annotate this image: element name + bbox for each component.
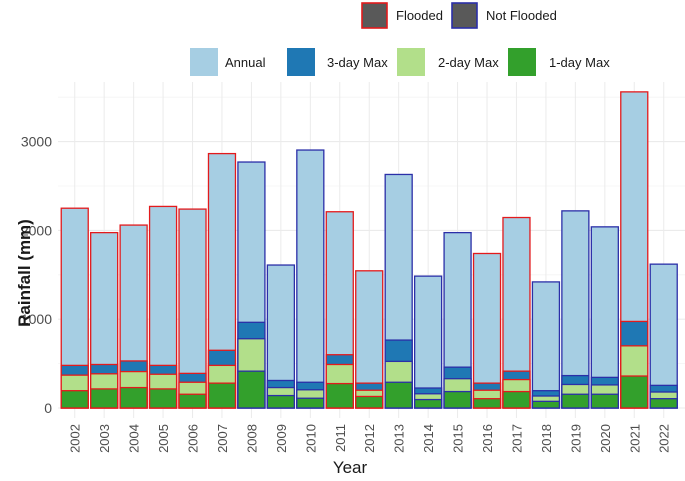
legend-rainfall-type: Annual 3-day Max 2-day Max 1-day Max	[190, 48, 610, 76]
bar-1-day-max-2018	[531, 400, 561, 409]
x-tick-label: 2007	[215, 424, 230, 453]
x-tick-label: 2003	[97, 424, 112, 453]
legend-key-3-day-max	[287, 48, 315, 76]
y-tick-labels: 0 1000 2000 3000	[21, 134, 52, 416]
bar-1-day-max-2021	[620, 375, 649, 409]
y-axis-title: Rainfall (mm)	[15, 219, 34, 327]
legend-label: Annual	[225, 55, 266, 70]
bar-1-day-max-2012	[355, 395, 384, 409]
bar-1-day-max-2008	[237, 370, 266, 409]
x-tick-label: 2009	[274, 424, 289, 453]
legend-label: 1-day Max	[549, 55, 610, 70]
x-tick-label: 2022	[657, 424, 672, 453]
legend-key-2-day-max	[397, 48, 425, 76]
legend-label: Flooded	[396, 8, 443, 23]
bar-1-day-max-2015	[443, 390, 472, 409]
bar-1-day-max-2014	[413, 398, 443, 409]
x-tick-label: 2005	[156, 424, 171, 453]
bar-1-day-max-2007	[207, 382, 237, 409]
bar-1-day-max-2005	[148, 388, 178, 409]
legend-flood-status: Flooded Not Flooded	[361, 2, 557, 29]
bar-1-day-max-2004	[119, 386, 148, 409]
bar-1-day-max-2020	[590, 393, 619, 409]
bar-1-day-max-2011	[325, 382, 354, 409]
x-tick-label: 2006	[186, 424, 201, 453]
y-tick-label: 1000	[21, 311, 52, 327]
x-tick-label: 2021	[627, 424, 642, 453]
y-tick-label: 0	[44, 400, 52, 416]
bar-1-day-max-2010	[296, 397, 325, 409]
bar-1-day-max-2013	[384, 381, 413, 409]
bar-annual-2022	[649, 263, 678, 409]
bar-1-day-max-2003	[90, 388, 119, 409]
x-tick-labels: 2002 2003 2004 2005 2006 2007 2008 2009 2010 2011…	[68, 424, 672, 453]
x-tick-label: 2014	[421, 424, 436, 453]
legend-key-not-flooded	[451, 2, 478, 29]
bar-1-day-max-2019	[561, 393, 590, 409]
legend-label: 2-day Max	[438, 55, 499, 70]
x-tick-label: 2004	[127, 424, 142, 453]
y-tick-label: 3000	[21, 134, 52, 150]
bar-annual-2016	[472, 252, 502, 409]
x-tick-label: 2012	[362, 424, 377, 453]
y-tick-label: 2000	[21, 222, 52, 238]
x-tick-label: 2020	[598, 424, 613, 453]
bar-1-day-max-2022	[649, 398, 678, 409]
x-tick-label: 2013	[392, 424, 407, 453]
x-axis-title: Year	[333, 458, 368, 477]
legend-label: Not Flooded	[486, 8, 557, 23]
x-tick-label: 2002	[68, 424, 83, 453]
bar-annual-2018	[531, 281, 561, 409]
x-tick-label: 2017	[509, 424, 524, 453]
x-tick-label: 2008	[244, 424, 259, 453]
legend-key-flooded	[361, 2, 388, 29]
x-tick-label: 2016	[480, 424, 495, 453]
bar-1-day-max-2016	[472, 398, 502, 409]
bar-1-day-max-2002	[60, 390, 89, 409]
legend-label: 3-day Max	[327, 55, 388, 70]
bar-1-day-max-2006	[178, 393, 207, 409]
x-tick-label: 2011	[333, 424, 348, 452]
bar-1-day-max-2009	[266, 394, 296, 409]
x-tick-label: 2019	[568, 424, 583, 453]
legend-key-1-day-max	[508, 48, 536, 76]
x-tick-label: 2018	[539, 424, 554, 453]
x-tick-label: 2015	[451, 424, 466, 453]
legend-key-annual	[190, 48, 218, 76]
bar-annual-2010	[296, 149, 325, 409]
bar-annual-2014	[413, 275, 443, 409]
bars	[60, 91, 678, 409]
bar-1-day-max-2017	[502, 390, 531, 409]
x-tick-label: 2010	[303, 424, 318, 453]
